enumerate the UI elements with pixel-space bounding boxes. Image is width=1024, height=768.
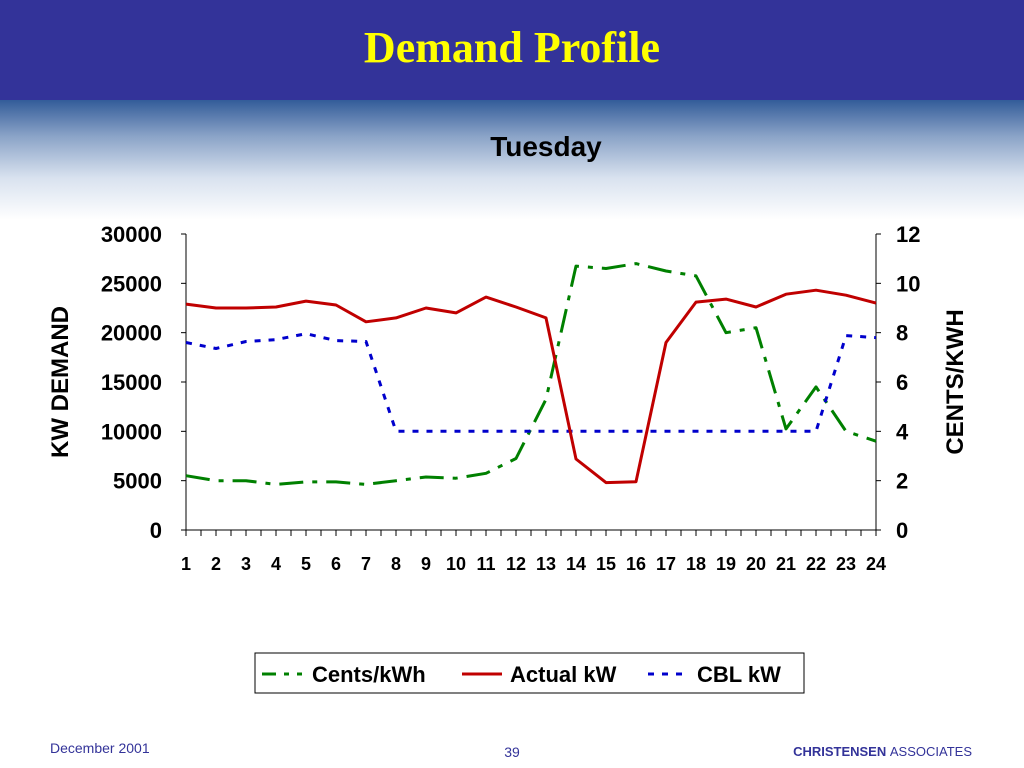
x-tick-label: 11: [476, 554, 495, 574]
y-tick-label: 25000: [101, 271, 162, 296]
y-tick-label: 30000: [101, 222, 162, 247]
x-tick-label: 1: [181, 554, 191, 574]
y-tick-label: 5000: [113, 469, 162, 494]
x-tick-label: 22: [806, 554, 826, 574]
x-tick-label: 9: [421, 554, 431, 574]
x-tick-label: 20: [746, 554, 766, 574]
x-tick-label: 13: [536, 554, 556, 574]
y-tick-label: 0: [150, 518, 162, 543]
x-tick-label: 24: [866, 554, 886, 574]
x-tick-label: 12: [506, 554, 526, 574]
x-tick-label: 16: [626, 554, 646, 574]
y2-axis-label: CENTS/KWH: [942, 309, 969, 454]
x-tick-label: 4: [271, 554, 281, 574]
y2-tick-label: 4: [896, 419, 909, 444]
title-bar: [0, 0, 1024, 100]
series-layer: [185, 262, 877, 486]
y2-tick-label: 10: [896, 271, 920, 296]
page-number: 39: [504, 744, 520, 760]
series-line-actual-kw: [185, 288, 877, 485]
series-line-cents-kwh: [185, 262, 877, 486]
legend-label: CBL kW: [697, 662, 781, 687]
series-line-cbl-kw: [185, 332, 877, 433]
x-tick-label: 18: [686, 554, 706, 574]
legend-label: Cents/kWh: [312, 662, 426, 687]
x-tick-label: 5: [301, 554, 311, 574]
footer-date: December 2001: [50, 740, 150, 756]
y-tick-label: 10000: [101, 419, 162, 444]
y2-tick-label: 0: [896, 518, 908, 543]
y2-tick-label: 12: [896, 222, 920, 247]
chart-title: Tuesday: [490, 131, 602, 162]
x-tick-label: 3: [241, 554, 251, 574]
legend-box: [254, 652, 805, 694]
chart-axes: 0500010000150002000025000300000246810121…: [101, 222, 921, 574]
company-name: CHRISTENSEN ASSOCIATES: [793, 744, 972, 759]
y-axis-label: KW DEMAND: [47, 306, 74, 458]
company-name-rest: ASSOCIATES: [889, 744, 972, 759]
x-tick-label: 21: [776, 554, 796, 574]
chart-legend: Cents/kWh Actual kW CBL kW: [254, 652, 805, 694]
y-tick-label: 15000: [101, 370, 162, 395]
x-tick-label: 6: [331, 554, 341, 574]
slide-title: Demand Profile: [363, 23, 661, 72]
x-tick-label: 17: [656, 554, 676, 574]
x-tick-label: 8: [391, 554, 401, 574]
x-tick-label: 7: [361, 554, 371, 574]
x-tick-label: 2: [211, 554, 221, 574]
company-name-bold: CHRISTENSEN: [793, 744, 887, 759]
x-tick-label: 10: [446, 554, 466, 574]
x-tick-label: 14: [566, 554, 586, 574]
x-tick-label: 15: [596, 554, 616, 574]
y2-tick-label: 2: [896, 469, 908, 494]
y2-tick-label: 8: [896, 321, 908, 346]
legend-label: Actual kW: [510, 662, 617, 687]
y2-tick-label: 6: [896, 370, 908, 395]
header-gradient-band: [0, 100, 1024, 220]
x-tick-label: 19: [716, 554, 736, 574]
y-tick-label: 20000: [101, 321, 162, 346]
x-tick-label: 23: [836, 554, 856, 574]
